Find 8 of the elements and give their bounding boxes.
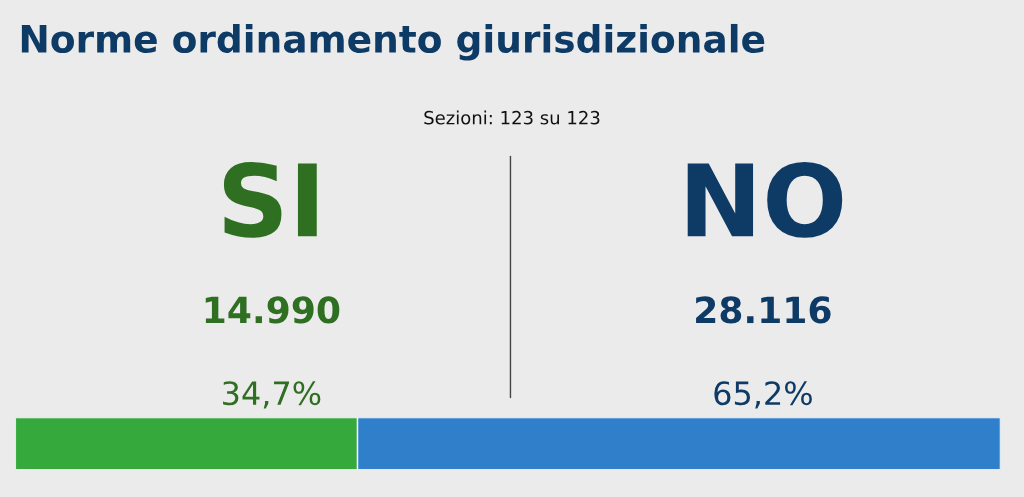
data-label: 65,2%: [714, 381, 812, 409]
data-label: 34,7%: [223, 381, 321, 409]
text: 28.116: [696, 296, 831, 324]
series-label: NO: [687, 162, 843, 238]
series-label: SI: [223, 162, 317, 238]
chart-title: Norme ordinamento giurisdizionale: [21, 23, 765, 61]
chart-subtitle: Sezioni: 123 su 123: [424, 110, 600, 125]
text: 14.990: [205, 296, 340, 324]
